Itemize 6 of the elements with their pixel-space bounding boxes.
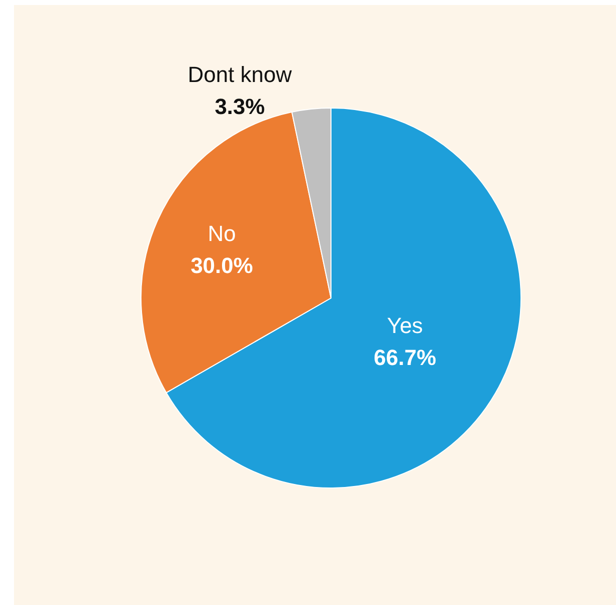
slice-label: Yes	[387, 312, 423, 338]
slice-label: Dont know	[188, 62, 292, 87]
data-label: 30.0%	[190, 253, 253, 278]
data-label: 66.7%	[374, 344, 436, 370]
slice-label: No	[208, 221, 236, 246]
data-label: 3.3%	[214, 94, 265, 119]
